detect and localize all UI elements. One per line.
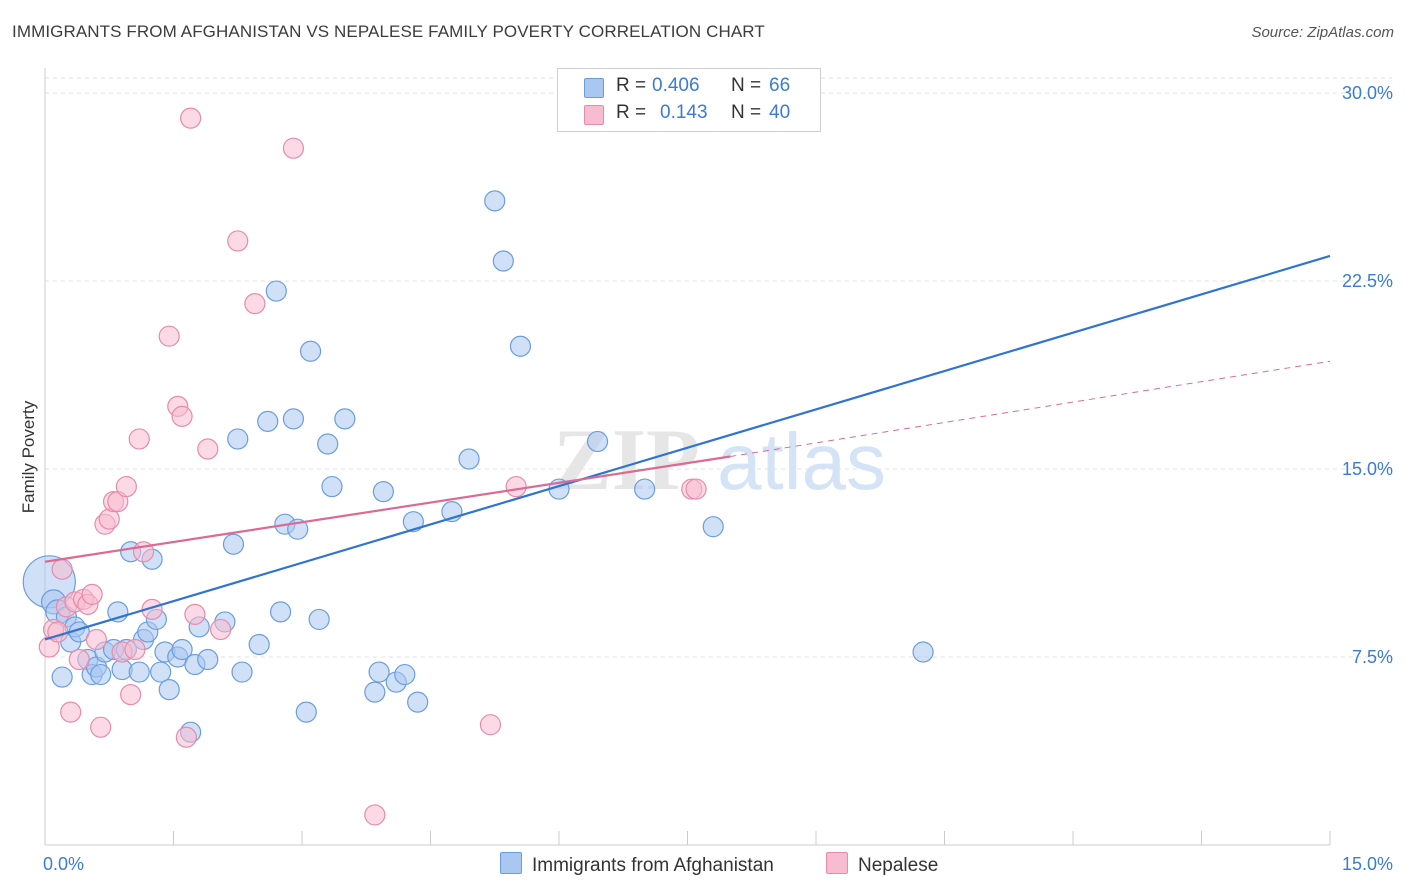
afghanistan-point bbox=[248, 633, 270, 656]
legend-r-label: R = bbox=[616, 75, 647, 96]
watermark-atlas: atlas bbox=[717, 417, 886, 506]
nepalese-point bbox=[180, 107, 202, 129]
afghanistan-point bbox=[227, 428, 249, 450]
afghanistan-point bbox=[171, 638, 193, 661]
afghanistan-point bbox=[702, 516, 724, 538]
afghanistan-point bbox=[321, 475, 343, 498]
legend-n-label: N = bbox=[731, 75, 762, 96]
afghanistan-point bbox=[299, 340, 322, 362]
bottom-legend-afghanistan: Immigrants from Afghanistan bbox=[500, 852, 774, 877]
legend-r-value-nepalese: 0.143 bbox=[660, 102, 708, 123]
watermark-zip: ZIP bbox=[553, 412, 700, 509]
bottom-legend-nepalese: Nepalese bbox=[826, 852, 938, 877]
bottom-legend-swatch-afghanistan bbox=[500, 852, 522, 874]
nepalese-point bbox=[128, 428, 150, 450]
axis-layer bbox=[44, 68, 1331, 846]
nepalese-point bbox=[90, 716, 112, 738]
legend-n-value-afghanistan: 66 bbox=[769, 75, 791, 96]
legend-r-label: R = bbox=[616, 102, 647, 123]
nepalese-point bbox=[227, 230, 249, 252]
y-tick-label: 7.5% bbox=[1352, 647, 1393, 667]
nepalese-point bbox=[120, 684, 142, 706]
afghanistan-point bbox=[394, 663, 416, 686]
afghanistan-point bbox=[372, 480, 394, 503]
nepalese-point bbox=[68, 648, 90, 671]
nepalese-point bbox=[124, 638, 146, 661]
afghanistan-point bbox=[484, 190, 506, 212]
afghanistan-point bbox=[295, 701, 317, 723]
x-tick-label: 0.0% bbox=[43, 854, 84, 874]
bottom-legend-swatch-nepalese bbox=[826, 852, 848, 874]
afghanistan-point bbox=[257, 410, 279, 433]
nepalese-point bbox=[51, 558, 73, 580]
afghanistan-trend-line bbox=[44, 254, 1331, 641]
legend-swatch-nepalese bbox=[584, 105, 604, 125]
nepalese-point bbox=[210, 618, 232, 641]
afghanistan-point bbox=[282, 408, 305, 430]
trend-layer bbox=[44, 254, 1331, 641]
afghanistan-point bbox=[265, 280, 287, 302]
afghanistan-point bbox=[222, 533, 245, 555]
afghanistan-point bbox=[912, 641, 934, 663]
nepalese-point bbox=[158, 325, 180, 347]
legend-n-label: N = bbox=[731, 102, 762, 123]
afghanistan-point bbox=[231, 661, 253, 683]
nepalese-point bbox=[175, 726, 197, 748]
bottom-legend-label-nepalese: Nepalese bbox=[858, 855, 939, 876]
legend-r-value-afghanistan: 0.406 bbox=[652, 75, 700, 96]
afghanistan-point bbox=[128, 661, 150, 683]
nepalese-point bbox=[364, 804, 386, 826]
y-axis-title: Family Poverty bbox=[19, 400, 38, 514]
afghanistan-point bbox=[458, 448, 480, 470]
afghanistan-point bbox=[308, 608, 330, 631]
afghanistan-point bbox=[407, 691, 429, 713]
grid-layer bbox=[45, 77, 1392, 658]
nepalese-trend-line bbox=[44, 455, 731, 563]
nepalese-point bbox=[85, 628, 108, 651]
y-tick-label: 30.0% bbox=[1342, 83, 1393, 103]
afghanistan-point bbox=[634, 478, 656, 500]
nepalese-point bbox=[60, 701, 82, 723]
legend-swatch-afghanistan bbox=[584, 78, 604, 98]
nepalese-trend-extension bbox=[730, 360, 1331, 457]
afghanistan-point bbox=[364, 681, 386, 703]
points-layer bbox=[22, 107, 934, 826]
afghanistan-point bbox=[509, 335, 532, 357]
afghanistan-point bbox=[586, 430, 609, 453]
nepalese-point bbox=[81, 583, 103, 605]
y-tick-label: 15.0% bbox=[1342, 459, 1393, 479]
nepalese-point bbox=[685, 478, 707, 500]
nepalese-point bbox=[505, 475, 527, 498]
nepalese-point bbox=[184, 603, 206, 626]
afghanistan-point bbox=[317, 433, 339, 455]
nepalese-point bbox=[282, 137, 305, 159]
legend-n-value-nepalese: 40 bbox=[769, 102, 791, 123]
afghanistan-point bbox=[334, 408, 356, 430]
nepalese-point bbox=[171, 405, 193, 427]
x-tick-label: 15.0% bbox=[1342, 854, 1393, 874]
nepalese-point bbox=[197, 438, 219, 460]
afghanistan-point bbox=[368, 661, 390, 683]
afghanistan-point bbox=[158, 678, 180, 701]
afghanistan-point bbox=[150, 661, 172, 683]
afghanistan-point bbox=[402, 511, 424, 533]
afghanistan-point bbox=[51, 666, 73, 688]
afghanistan-point bbox=[197, 648, 219, 671]
watermark: ZIP atlas bbox=[553, 412, 886, 509]
afghanistan-point bbox=[90, 663, 112, 686]
nepalese-point bbox=[244, 293, 266, 315]
y-tick-label: 22.5% bbox=[1342, 271, 1393, 291]
nepalese-point bbox=[47, 621, 69, 643]
afghanistan-point bbox=[269, 601, 292, 623]
source-label: Source: ZipAtlas.com bbox=[1251, 24, 1394, 41]
bottom-legend-label-afghanistan: Immigrants from Afghanistan bbox=[532, 855, 774, 876]
label-layer: 7.5% 15.0% 22.5% 30.0% 0.0% 15.0% bbox=[43, 83, 1393, 874]
chart-title: IMMIGRANTS FROM AFGHANISTAN VS NEPALESE … bbox=[12, 22, 765, 41]
nepalese-point bbox=[98, 508, 120, 530]
nepalese-point bbox=[479, 714, 502, 736]
correlation-legend: R = 0.406 N = 66 R = 0.143 N = 40 bbox=[557, 68, 821, 132]
afghanistan-point bbox=[492, 250, 514, 272]
nepalese-point bbox=[115, 475, 137, 498]
